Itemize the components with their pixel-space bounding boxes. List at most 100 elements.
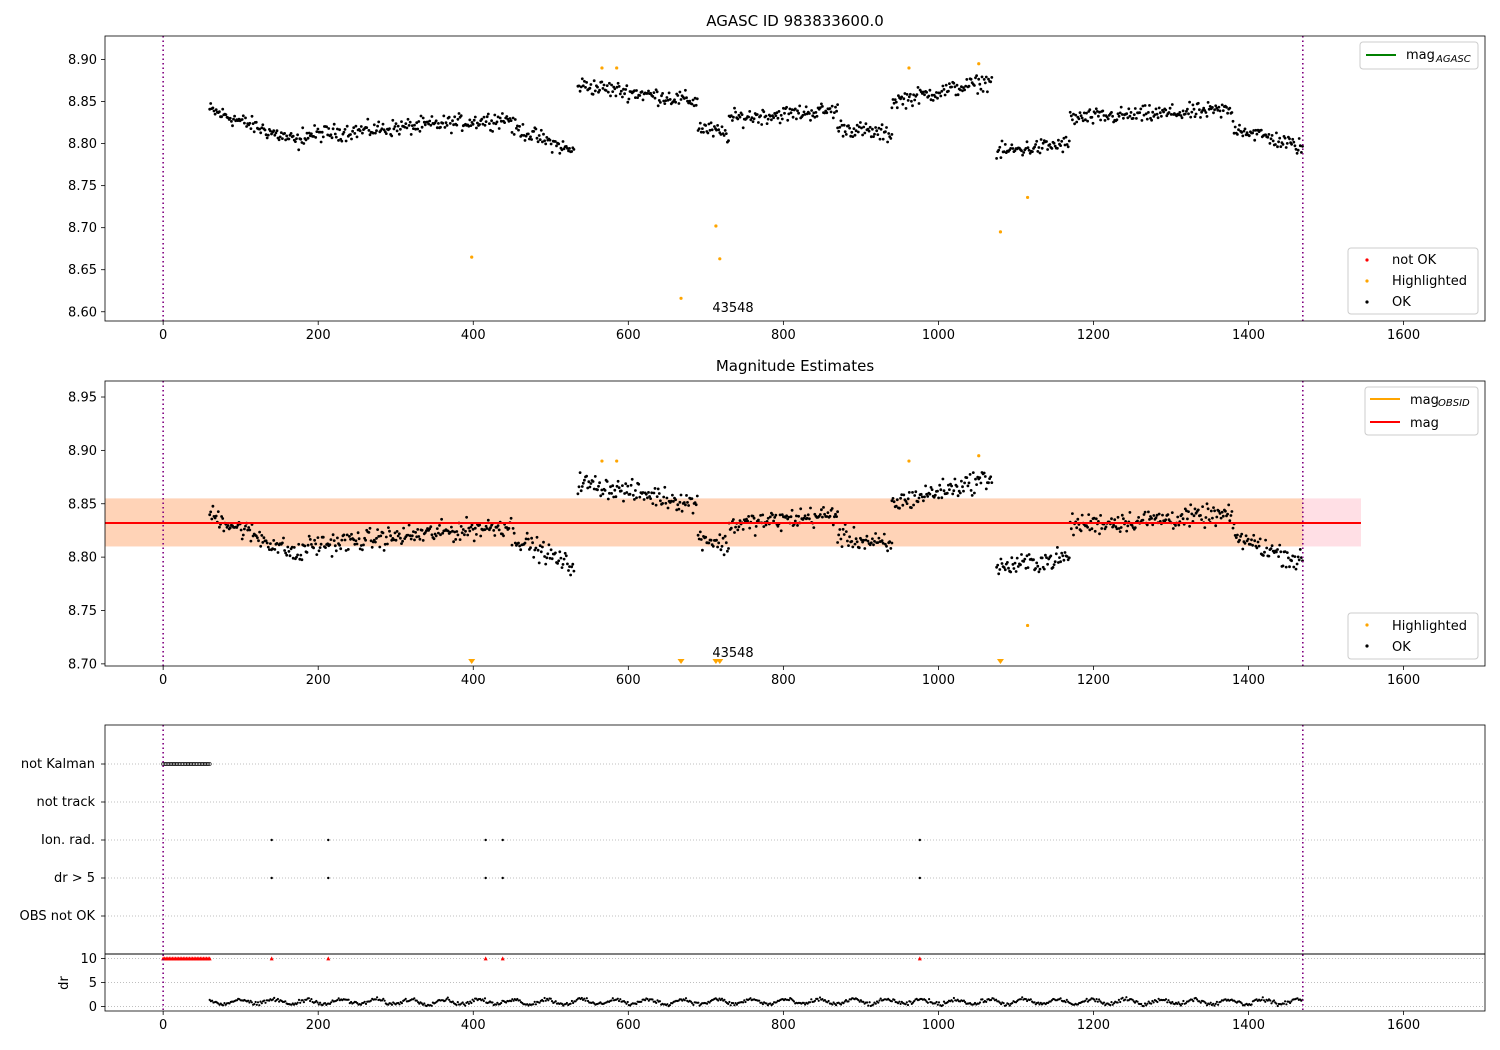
dr-point — [625, 1002, 628, 1005]
ok-point — [1180, 116, 1184, 120]
ok-point — [326, 133, 330, 137]
flag-label-obs-not-ok: OBS not OK — [20, 909, 96, 924]
ok-point — [692, 104, 696, 108]
ok-point — [478, 523, 481, 527]
dr-point — [862, 1000, 865, 1004]
ok-point — [1253, 539, 1257, 543]
ok-point — [945, 491, 949, 495]
dr-point — [255, 1003, 258, 1006]
ok-point — [802, 516, 806, 520]
ok-point — [641, 98, 645, 102]
ok-point — [997, 572, 1001, 576]
ion-rad-flag — [270, 838, 273, 842]
ok-point — [583, 79, 586, 83]
dr-point — [328, 1002, 332, 1006]
ok-point — [312, 546, 315, 550]
ok-point — [1130, 524, 1134, 527]
dr-point — [495, 1003, 498, 1006]
svg-text:not OK: not OK — [1392, 253, 1437, 268]
ok-point — [297, 148, 301, 152]
dr-point — [518, 999, 521, 1002]
ok-point — [209, 510, 213, 514]
ok-point — [376, 124, 379, 128]
dr-point — [533, 1000, 536, 1004]
dr-point — [512, 999, 515, 1002]
dr-point — [1184, 1002, 1187, 1005]
dr-point — [728, 1000, 731, 1004]
ok-point — [740, 113, 744, 116]
ok-point — [1128, 114, 1132, 118]
ok-point — [849, 134, 853, 138]
ok-point — [646, 92, 649, 95]
ok-point — [1093, 111, 1097, 115]
y-tick-label: 8.65 — [68, 263, 97, 278]
ok-point — [1071, 512, 1074, 515]
dr-point — [315, 999, 318, 1003]
ok-point — [931, 99, 935, 102]
ok-point — [434, 119, 438, 123]
ok-point — [644, 492, 648, 496]
ok-point — [405, 126, 409, 130]
axes-frame — [104, 380, 1486, 667]
dr-point — [376, 996, 379, 999]
ok-point — [1170, 511, 1174, 514]
dr-point — [666, 1003, 669, 1006]
ok-point — [888, 540, 892, 544]
ok-point — [346, 548, 350, 551]
dr-point — [897, 1002, 900, 1005]
ok-point — [956, 494, 960, 498]
ok-point — [981, 90, 985, 93]
ok-point — [592, 487, 596, 491]
ok-point — [428, 119, 432, 123]
x-tick-label: 400 — [461, 1018, 486, 1033]
ok-point — [304, 138, 308, 142]
ok-point — [448, 530, 452, 534]
ok-point — [245, 125, 249, 128]
ok-point — [361, 131, 364, 135]
ok-point — [1142, 513, 1146, 516]
ok-point — [622, 499, 625, 503]
ok-point — [1228, 106, 1232, 110]
ok-point — [579, 85, 583, 89]
ok-point — [396, 534, 400, 538]
ok-point — [717, 128, 721, 132]
ok-point — [1241, 547, 1245, 551]
dr-point — [1038, 1003, 1041, 1006]
ok-point — [836, 541, 839, 544]
ok-point — [1194, 112, 1198, 116]
ok-point — [933, 95, 937, 99]
ok-point — [483, 123, 487, 127]
panel2-title: Magnitude Estimates — [716, 357, 874, 375]
ok-point — [892, 500, 896, 504]
ok-point — [1251, 543, 1254, 547]
ok-point — [941, 84, 945, 88]
ok-point — [589, 83, 593, 86]
ok-point — [476, 121, 479, 125]
ok-point — [284, 551, 287, 555]
ok-point — [606, 497, 610, 501]
ok-point — [787, 515, 791, 519]
ok-point — [953, 85, 957, 89]
ok-point — [772, 519, 775, 523]
ok-point — [1072, 112, 1075, 116]
dr-point — [254, 1000, 257, 1004]
ok-point — [789, 515, 793, 519]
ok-point — [1027, 553, 1031, 556]
ok-point — [995, 565, 998, 569]
ok-point — [956, 93, 960, 97]
ok-point — [1126, 524, 1130, 528]
ok-point — [766, 516, 770, 520]
y-tick-label: 8.85 — [68, 497, 97, 512]
ok-point — [397, 532, 401, 536]
dr-point — [868, 1001, 871, 1004]
ok-point — [1293, 555, 1297, 558]
ok-point — [1120, 513, 1124, 517]
ok-point — [1207, 518, 1211, 521]
ok-point — [916, 86, 920, 89]
ok-point — [710, 128, 714, 132]
ok-point — [818, 513, 822, 516]
ok-point — [733, 531, 736, 534]
ok-point — [1056, 546, 1059, 549]
ok-point — [408, 120, 412, 124]
